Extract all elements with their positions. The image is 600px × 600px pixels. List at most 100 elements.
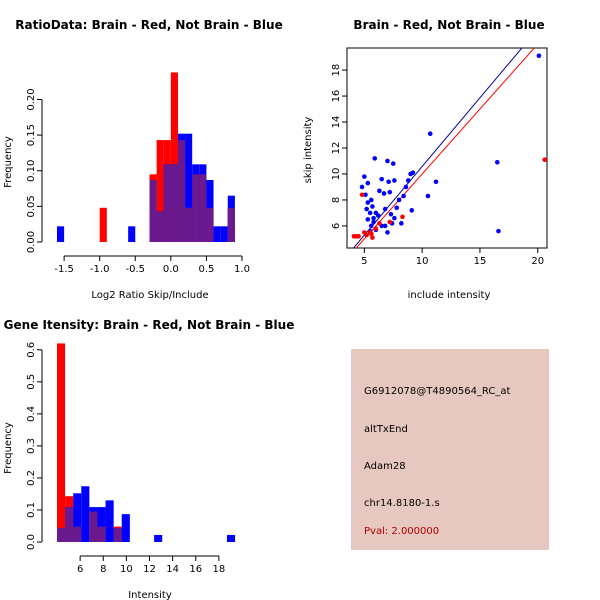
scatter-x-tick-label: 5 [361, 256, 367, 267]
intensity-x-tick-label: 12 [143, 564, 156, 575]
info-panel: G6912078@T4890564_RC_at altTxEnd Adam28 … [351, 349, 549, 550]
ratio-bar-overlap [163, 164, 171, 242]
scatter-point-not-brain [425, 193, 431, 199]
intensity-x-tick-label: 16 [189, 564, 202, 575]
intensity-x-tick-label: 10 [120, 564, 133, 575]
scatter-point-brain [359, 192, 365, 198]
ratio-x-tick-label: 0.5 [198, 264, 214, 275]
ratio-y-tick-label: 0.20 [26, 88, 37, 110]
scatter-point-brain [356, 234, 361, 239]
scatter-x-tick-label: 20 [531, 256, 544, 267]
scatter-ylabel: skip intensity [303, 117, 314, 184]
scatter-point-not-brain [377, 188, 382, 194]
scatter-point-not-brain [392, 178, 397, 183]
scatter-point-brain [364, 232, 369, 238]
scatter-point-not-brain [433, 179, 439, 185]
scatter-title: Brain - Red, Not Brain - Blue [353, 18, 544, 32]
ratio-bar-brain [99, 207, 107, 242]
scatter-point-not-brain [363, 192, 368, 198]
ratio-x-tick-label: -1.0 [90, 264, 110, 275]
ratio-bar-brain [156, 140, 164, 242]
intensity-bar-not-brain [81, 486, 90, 542]
scatter-point-not-brain [396, 197, 402, 203]
scatter-x-tick-label: 15 [474, 256, 487, 267]
intensity-scatter: Brain - Red, Not Brain - Blue include in… [303, 18, 548, 301]
scatter-point-not-brain [494, 159, 500, 165]
scatter-point-not-brain [386, 179, 391, 185]
ratio-y-tick-label: 0.00 [26, 231, 37, 253]
scatter-point-brain [370, 235, 375, 240]
ratio-y-tick-label: 0.10 [26, 160, 37, 182]
scatter-x-tick-label: 10 [416, 256, 429, 267]
scatter-plot-area [351, 48, 547, 248]
scatter-y-tick-label: 14 [331, 116, 342, 129]
scatter-point-not-brain [387, 189, 393, 195]
ratio-bar-brain [170, 72, 178, 242]
scatter-point-not-brain [394, 205, 400, 211]
ratio-bar-overlap [192, 174, 200, 242]
scatter-point-brain [387, 219, 393, 225]
scatter-y-tick-label: 8 [331, 197, 342, 203]
ratio-bar-overlap [206, 207, 214, 242]
intensity-bar-not-brain [105, 500, 114, 542]
intensity-bar-overlap [65, 507, 74, 542]
event-type: altTxEnd [364, 424, 408, 435]
scatter-point-not-brain [385, 158, 390, 164]
scatter-point-brain [373, 226, 379, 231]
scatter-point-not-brain [388, 211, 394, 217]
scatter-point-not-brain [379, 176, 384, 182]
ratio-histogram-xlabel: Log2 Ratio Skip/Include [91, 290, 208, 301]
scatter-point-not-brain [496, 228, 501, 234]
ratio-histogram: RatioData: Brain - Red, Not Brain - Blue… [3, 18, 283, 301]
ratio-y-tick-label: 0.05 [26, 195, 37, 217]
scatter-plot-box [346, 47, 548, 249]
ratio-bar-not-brain [185, 133, 193, 242]
intensity-y-tick-label: 0.5 [26, 374, 37, 390]
intensity-x-tick-label: 14 [166, 564, 179, 575]
scatter-line-identity [355, 48, 535, 248]
ratio-bar-not-brain [220, 226, 228, 242]
ratio-bar-not-brain [128, 226, 136, 242]
scatter-point-brain [400, 214, 405, 220]
intensity-bar-not-brain [154, 534, 163, 542]
scatter-y-tick-label: 10 [331, 168, 342, 181]
ratio-y-tick-label: 0.15 [26, 124, 37, 146]
intensity-y-tick-label: 0.4 [26, 406, 37, 422]
scatter-point-not-brain [368, 223, 374, 229]
scatter-y-tick-label: 6 [331, 223, 342, 229]
intensity-bar-overlap [89, 511, 98, 542]
intensity-x-tick-label: 8 [100, 564, 106, 575]
intensity-bar-overlap [113, 528, 122, 542]
ratio-bar-overlap [170, 164, 178, 242]
intensity-histogram: Gene Itensity: Brain - Red, Not Brain - … [3, 318, 294, 600]
scatter-point-not-brain [375, 213, 381, 218]
scatter-point-not-brain [359, 184, 365, 190]
scatter-point-not-brain [399, 221, 404, 226]
ratio-bar-overlap [156, 211, 164, 242]
intensity-bar-not-brain [226, 534, 236, 542]
ratio-histogram-title: RatioData: Brain - Red, Not Brain - Blue [15, 18, 282, 32]
intensity-x-tick-label: 6 [77, 564, 83, 575]
scatter-point-not-brain [382, 223, 388, 229]
scatter-point-not-brain [382, 206, 388, 212]
scatter-point-not-brain [427, 131, 433, 137]
intensity-bar-brain [57, 343, 66, 542]
ratio-bar-not-brain [213, 226, 221, 242]
scatter-line-fit [352, 48, 523, 248]
intensity-y-tick-label: 0.2 [26, 470, 37, 486]
scatter-point-brain [542, 157, 547, 162]
ratio-x-tick-label: 0.0 [163, 264, 179, 275]
scatter-point-not-brain [409, 208, 415, 213]
scatter-y-tick-label: 16 [331, 90, 342, 103]
intensity-histogram-title: Gene Itensity: Brain - Red, Not Brain - … [4, 318, 295, 332]
intensity-bar-not-brain [121, 514, 130, 542]
scatter-point-not-brain [371, 215, 376, 221]
scatter-point-brain [377, 221, 382, 226]
intensity-y-tick-label: 0.3 [26, 438, 37, 454]
scatter-point-not-brain [385, 230, 390, 235]
scatter-point-not-brain [372, 156, 378, 161]
probe-id: G6912078@T4890564_RC_at [364, 386, 511, 397]
scatter-point-not-brain [381, 191, 387, 196]
scatter-point-not-brain [368, 197, 374, 203]
scatter-y-tick-label: 12 [331, 142, 342, 155]
